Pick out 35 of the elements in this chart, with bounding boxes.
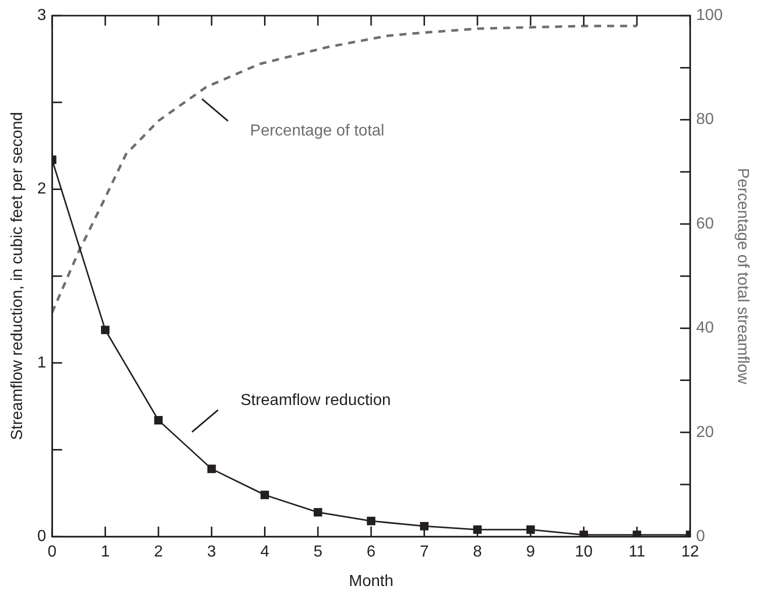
point (314, 508, 322, 517)
x-tick-label: 1 (100, 544, 110, 561)
x-tick-label: 12 (681, 544, 700, 561)
x-tick-label: 10 (574, 544, 593, 561)
annotation: Percentage of total (250, 122, 384, 140)
point (101, 326, 110, 334)
x-tick-label: 2 (154, 544, 163, 561)
y2-axis-title: Percentage of total streamflow (734, 168, 751, 385)
point (420, 522, 429, 530)
point (207, 464, 216, 474)
y2-tick-label: 60 (696, 215, 714, 232)
point (154, 416, 163, 424)
y2-tick-label: 20 (696, 424, 714, 441)
x-axis-title: Month (348, 572, 394, 590)
y2-tick-label: 100 (696, 7, 723, 24)
x-tick-label: 5 (313, 544, 322, 561)
x-tick-label: 6 (366, 544, 376, 561)
point (260, 490, 270, 500)
point (366, 516, 376, 526)
y-tick-label: 0 (37, 528, 46, 546)
x-tick-label: 3 (207, 544, 216, 561)
x-tick-label: 7 (420, 544, 429, 561)
x-tick-label: 11 (628, 544, 646, 561)
y2-tick-label: 40 (696, 320, 714, 337)
x-tick-label: 8 (472, 544, 482, 561)
y-tick-label: 1 (37, 354, 46, 372)
x-tick-label: 9 (526, 544, 536, 561)
y2-tick-label: 0 (696, 528, 706, 546)
y-tick-label: 2 (37, 180, 46, 198)
y2-tick-label: 80 (696, 111, 714, 128)
y-tick-label: 3 (37, 7, 46, 24)
annotation: Streamflow reduction (240, 392, 391, 409)
x-tick-label: 4 (260, 544, 270, 561)
y-axis-title: Streamflow reduction, in cubic feet per second (9, 112, 26, 440)
line-series (52, 24, 638, 314)
